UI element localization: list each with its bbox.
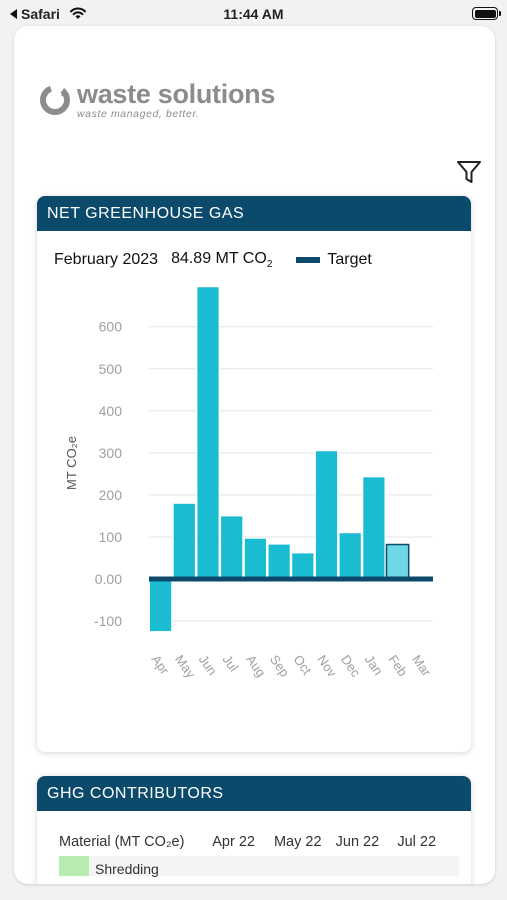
y-tick-label: 300 [99, 445, 123, 461]
back-arrow-icon [10, 9, 17, 19]
x-tick-label: Aug [243, 652, 269, 680]
card-title: GHG CONTRIBUTORS [37, 776, 471, 811]
back-app-label: Safari [21, 6, 60, 22]
column-header-month: May 22 [273, 834, 322, 850]
app-sheet: waste solutions waste managed, better. N… [14, 26, 495, 884]
x-tick-label: Oct [291, 652, 315, 677]
x-tick-label: Apr [148, 652, 172, 678]
x-tick-label: Mar [409, 652, 435, 679]
status-bar: Safari 11:44 AM [0, 0, 507, 28]
selected-value: 84.89 MT CO2 [171, 250, 273, 271]
bar [385, 543, 410, 580]
bar [243, 537, 268, 580]
chart-summary: February 2023 84.89 MT CO2 Target [54, 250, 372, 270]
selected-period: February 2023 [54, 251, 159, 269]
x-tick-label: Nov [314, 652, 340, 680]
bar [314, 450, 339, 580]
x-tick-label: Jun [196, 652, 220, 678]
column-header-month: Jul 22 [397, 834, 437, 850]
column-header-month: Apr 22 [212, 834, 255, 850]
y-tick-label: 600 [99, 319, 123, 335]
wifi-icon [70, 7, 86, 19]
brand-logo: waste solutions waste managed, better. [38, 81, 275, 120]
back-to-app-button[interactable]: Safari [10, 6, 60, 22]
brand-tagline: waste managed, better. [77, 108, 200, 120]
bar [220, 515, 244, 580]
x-tick-label: May [172, 652, 199, 681]
y-tick-label: -100 [94, 613, 122, 629]
column-header-material: Material (MT CO₂e) [59, 834, 185, 850]
bar [267, 543, 291, 580]
battery-icon [472, 7, 501, 20]
column-header-month: Jun 22 [335, 834, 380, 850]
recycle-logo-icon [40, 85, 70, 115]
x-tick-label: Feb [385, 652, 410, 679]
x-tick-label: Dec [338, 652, 364, 680]
bar [291, 552, 315, 580]
bar [149, 578, 173, 633]
x-tick-label: Jul [219, 652, 241, 674]
bar [196, 286, 220, 580]
y-tick-label: 0.00 [95, 571, 122, 587]
y-tick-label: 400 [99, 403, 123, 419]
material-color-swatch [59, 856, 89, 876]
table-row[interactable]: Shredding [59, 856, 459, 877]
bar [338, 532, 362, 580]
y-axis-label: MT CO₂e [64, 436, 79, 490]
material-label: Shredding [95, 861, 159, 877]
x-tick-label: Jan [362, 652, 386, 678]
contributors-table-header: Material (MT CO₂e) Apr 22 May 22 Jun 22 … [59, 834, 459, 850]
y-tick-label: 500 [99, 361, 123, 377]
bar [172, 502, 196, 580]
bar [362, 476, 386, 580]
clock: 11:44 AM [223, 6, 284, 22]
target-legend-swatch [296, 257, 321, 264]
y-tick-label: 100 [99, 529, 123, 545]
net-greenhouse-gas-card: NET GREENHOUSE GAS February 2023 84.89 M… [37, 196, 471, 752]
y-tick-label: 200 [99, 487, 123, 503]
x-tick-label: Sep [267, 652, 293, 680]
ghg-contributors-card: GHG CONTRIBUTORS Material (MT CO₂e) Apr … [37, 776, 471, 884]
target-legend-label: Target [327, 251, 372, 269]
filter-icon[interactable] [455, 158, 483, 186]
brand-name: waste solutions [77, 79, 276, 109]
card-title: NET GREENHOUSE GAS [37, 196, 471, 231]
